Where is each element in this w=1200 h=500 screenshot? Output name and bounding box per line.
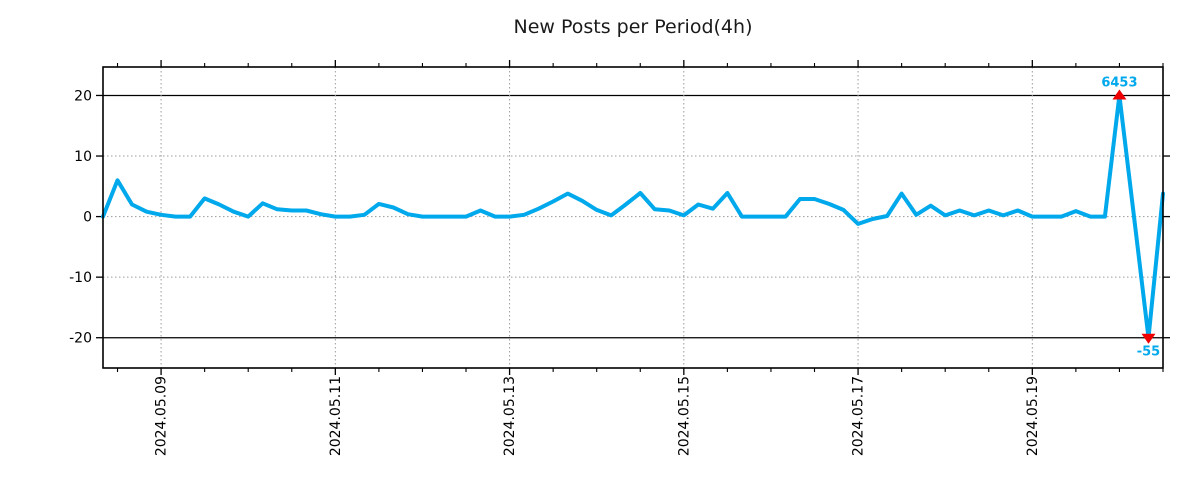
y-tick-label: 20 xyxy=(74,88,92,104)
x-tick-label: 2024.05.09 xyxy=(154,376,170,456)
peak-value-label: 6453 xyxy=(1101,75,1137,90)
y-tick-label: 0 xyxy=(83,209,92,225)
plot-border xyxy=(102,66,1164,369)
x-tick-label: 2024.05.13 xyxy=(502,376,518,456)
y-tick-label: -10 xyxy=(69,270,92,286)
trough-value-label: -55 xyxy=(1137,345,1161,360)
peak-marker-icon xyxy=(1112,89,1127,100)
trough-marker-icon xyxy=(1141,333,1156,344)
x-tick-label: 2024.05.17 xyxy=(851,376,867,456)
y-tick-label: -20 xyxy=(69,331,92,347)
x-tick-label: 2024.05.19 xyxy=(1025,376,1041,456)
series-line xyxy=(101,93,1165,340)
y-tick-label: 10 xyxy=(74,149,92,165)
x-tick-label: 2024.05.11 xyxy=(328,376,344,456)
chart-title: New Posts per Period(4h) xyxy=(513,16,753,38)
x-tick-label: 2024.05.15 xyxy=(676,376,692,456)
